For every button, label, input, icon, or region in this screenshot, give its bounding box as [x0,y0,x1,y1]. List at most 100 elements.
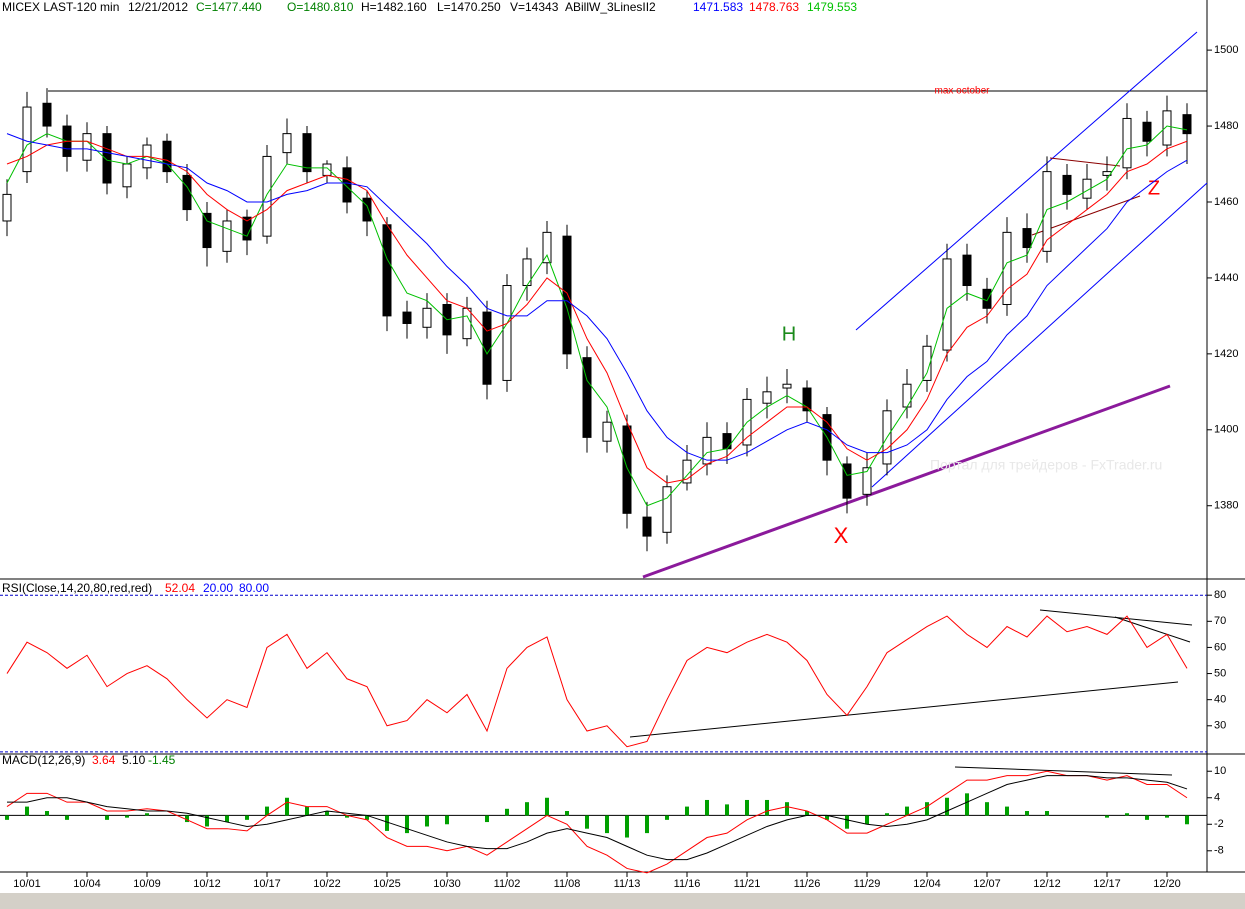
histogram-bar [545,797,549,816]
candle-body [102,133,112,184]
histogram-bar [1125,813,1129,816]
y-tick-label: -8 [1214,845,1224,857]
y-tick-label: 40 [1214,694,1226,706]
histogram-bar [1005,806,1009,816]
candle-body [982,288,992,309]
x-tick-label: 11/02 [494,878,521,890]
candle-body [622,425,632,514]
candle-body [1182,114,1192,135]
histogram-bar [1105,815,1109,818]
candle-body [1122,117,1132,169]
candle-body [802,387,812,412]
histogram-bar [685,806,689,816]
x-tick-label: 11/29 [854,878,881,890]
x-tick-label: 11/13 [614,878,641,890]
candle-body [162,140,172,173]
x-tick-label: 12/17 [1093,878,1121,890]
histogram-bar [1025,811,1029,816]
histogram-bar [645,815,649,834]
header-value: 52.04 [165,581,195,595]
channel-line [871,182,1208,488]
annotation: H [782,323,796,345]
x-tick-label: 12/20 [1153,878,1181,890]
histogram-bar [365,815,369,820]
histogram-bar [625,815,629,838]
header-value: C=1477.440 [196,0,262,14]
x-tick-label: 10/30 [433,878,461,890]
macd-line [6,770,1188,874]
histogram-bar [25,806,29,816]
histogram-bar [405,815,409,834]
candle-body [22,106,32,173]
histogram-bar [905,806,909,816]
x-tick-label: 10/17 [253,878,281,890]
histogram-bar [825,815,829,820]
candle-body [382,224,392,317]
histogram-bar [45,811,49,816]
histogram-bar [525,802,529,816]
histogram-bar [445,815,449,825]
candle-body [722,433,732,450]
histogram-bar [965,793,969,816]
candle-body [1002,231,1012,305]
y-tick-label: 1440 [1214,272,1238,284]
rsi-line [6,615,1188,748]
candle-body [42,102,52,127]
x-tick-label: 10/25 [373,878,401,890]
histogram-bar [1145,815,1149,820]
histogram-bar [65,815,69,820]
histogram-bar [705,799,709,816]
histogram-bar [145,813,149,816]
x-tick-label: 10/09 [133,878,161,890]
moving-average [6,140,1188,484]
header-value: 1479.553 [807,0,857,14]
x-tick-label: 12/04 [913,878,941,890]
macd-line [7,775,1188,861]
x-tick-label: 11/21 [734,878,761,890]
candle-body [262,155,272,237]
y-tick-label: 10 [1214,765,1226,777]
histogram-bar [665,815,669,820]
x-tick-label: 10/04 [73,878,101,890]
header-value: V=14343 [510,0,559,14]
candle-body [582,357,592,438]
histogram-bar [125,815,129,818]
x-tick-label: 11/26 [794,878,821,890]
candle-body [862,467,872,495]
candle-body [962,254,972,287]
y-tick-label: 30 [1214,720,1226,732]
y-tick-label: 1420 [1214,348,1238,360]
support-line [642,384,1171,579]
candle-body [762,391,772,404]
y-tick-label: 1380 [1214,500,1238,512]
histogram-bar [1045,811,1049,816]
candle-body [642,516,652,537]
histogram-bar [425,815,429,827]
candle-body [602,421,612,442]
y-tick-label: 4 [1214,792,1220,804]
y-tick-label: 1400 [1214,424,1238,436]
candle-body [402,311,412,324]
y-tick-label: 80 [1214,589,1226,601]
histogram-bar [385,815,389,831]
candle-body [282,133,292,154]
rsi-trendline [1114,616,1191,643]
header-value: 5.10 [122,753,146,767]
panel-title: MACD(12,26,9) [2,753,85,767]
histogram-bar [845,815,849,829]
header-value: 1471.583 [693,0,743,14]
channel-line [855,31,1198,331]
histogram-bar [185,815,189,823]
header-value: ABillW_3LinesII2 [565,0,656,14]
histogram-bar [765,799,769,816]
candle-body [1022,228,1032,249]
rsi-trendline [629,681,1179,738]
header-value: L=1470.250 [437,0,501,14]
histogram-bar [805,811,809,816]
candle-body [422,307,432,328]
y-tick-label: 70 [1214,615,1226,627]
histogram-bar [1185,815,1189,825]
panel-title: RSI(Close,14,20,80,red,red) [2,581,152,595]
annotation: max october [934,86,990,97]
